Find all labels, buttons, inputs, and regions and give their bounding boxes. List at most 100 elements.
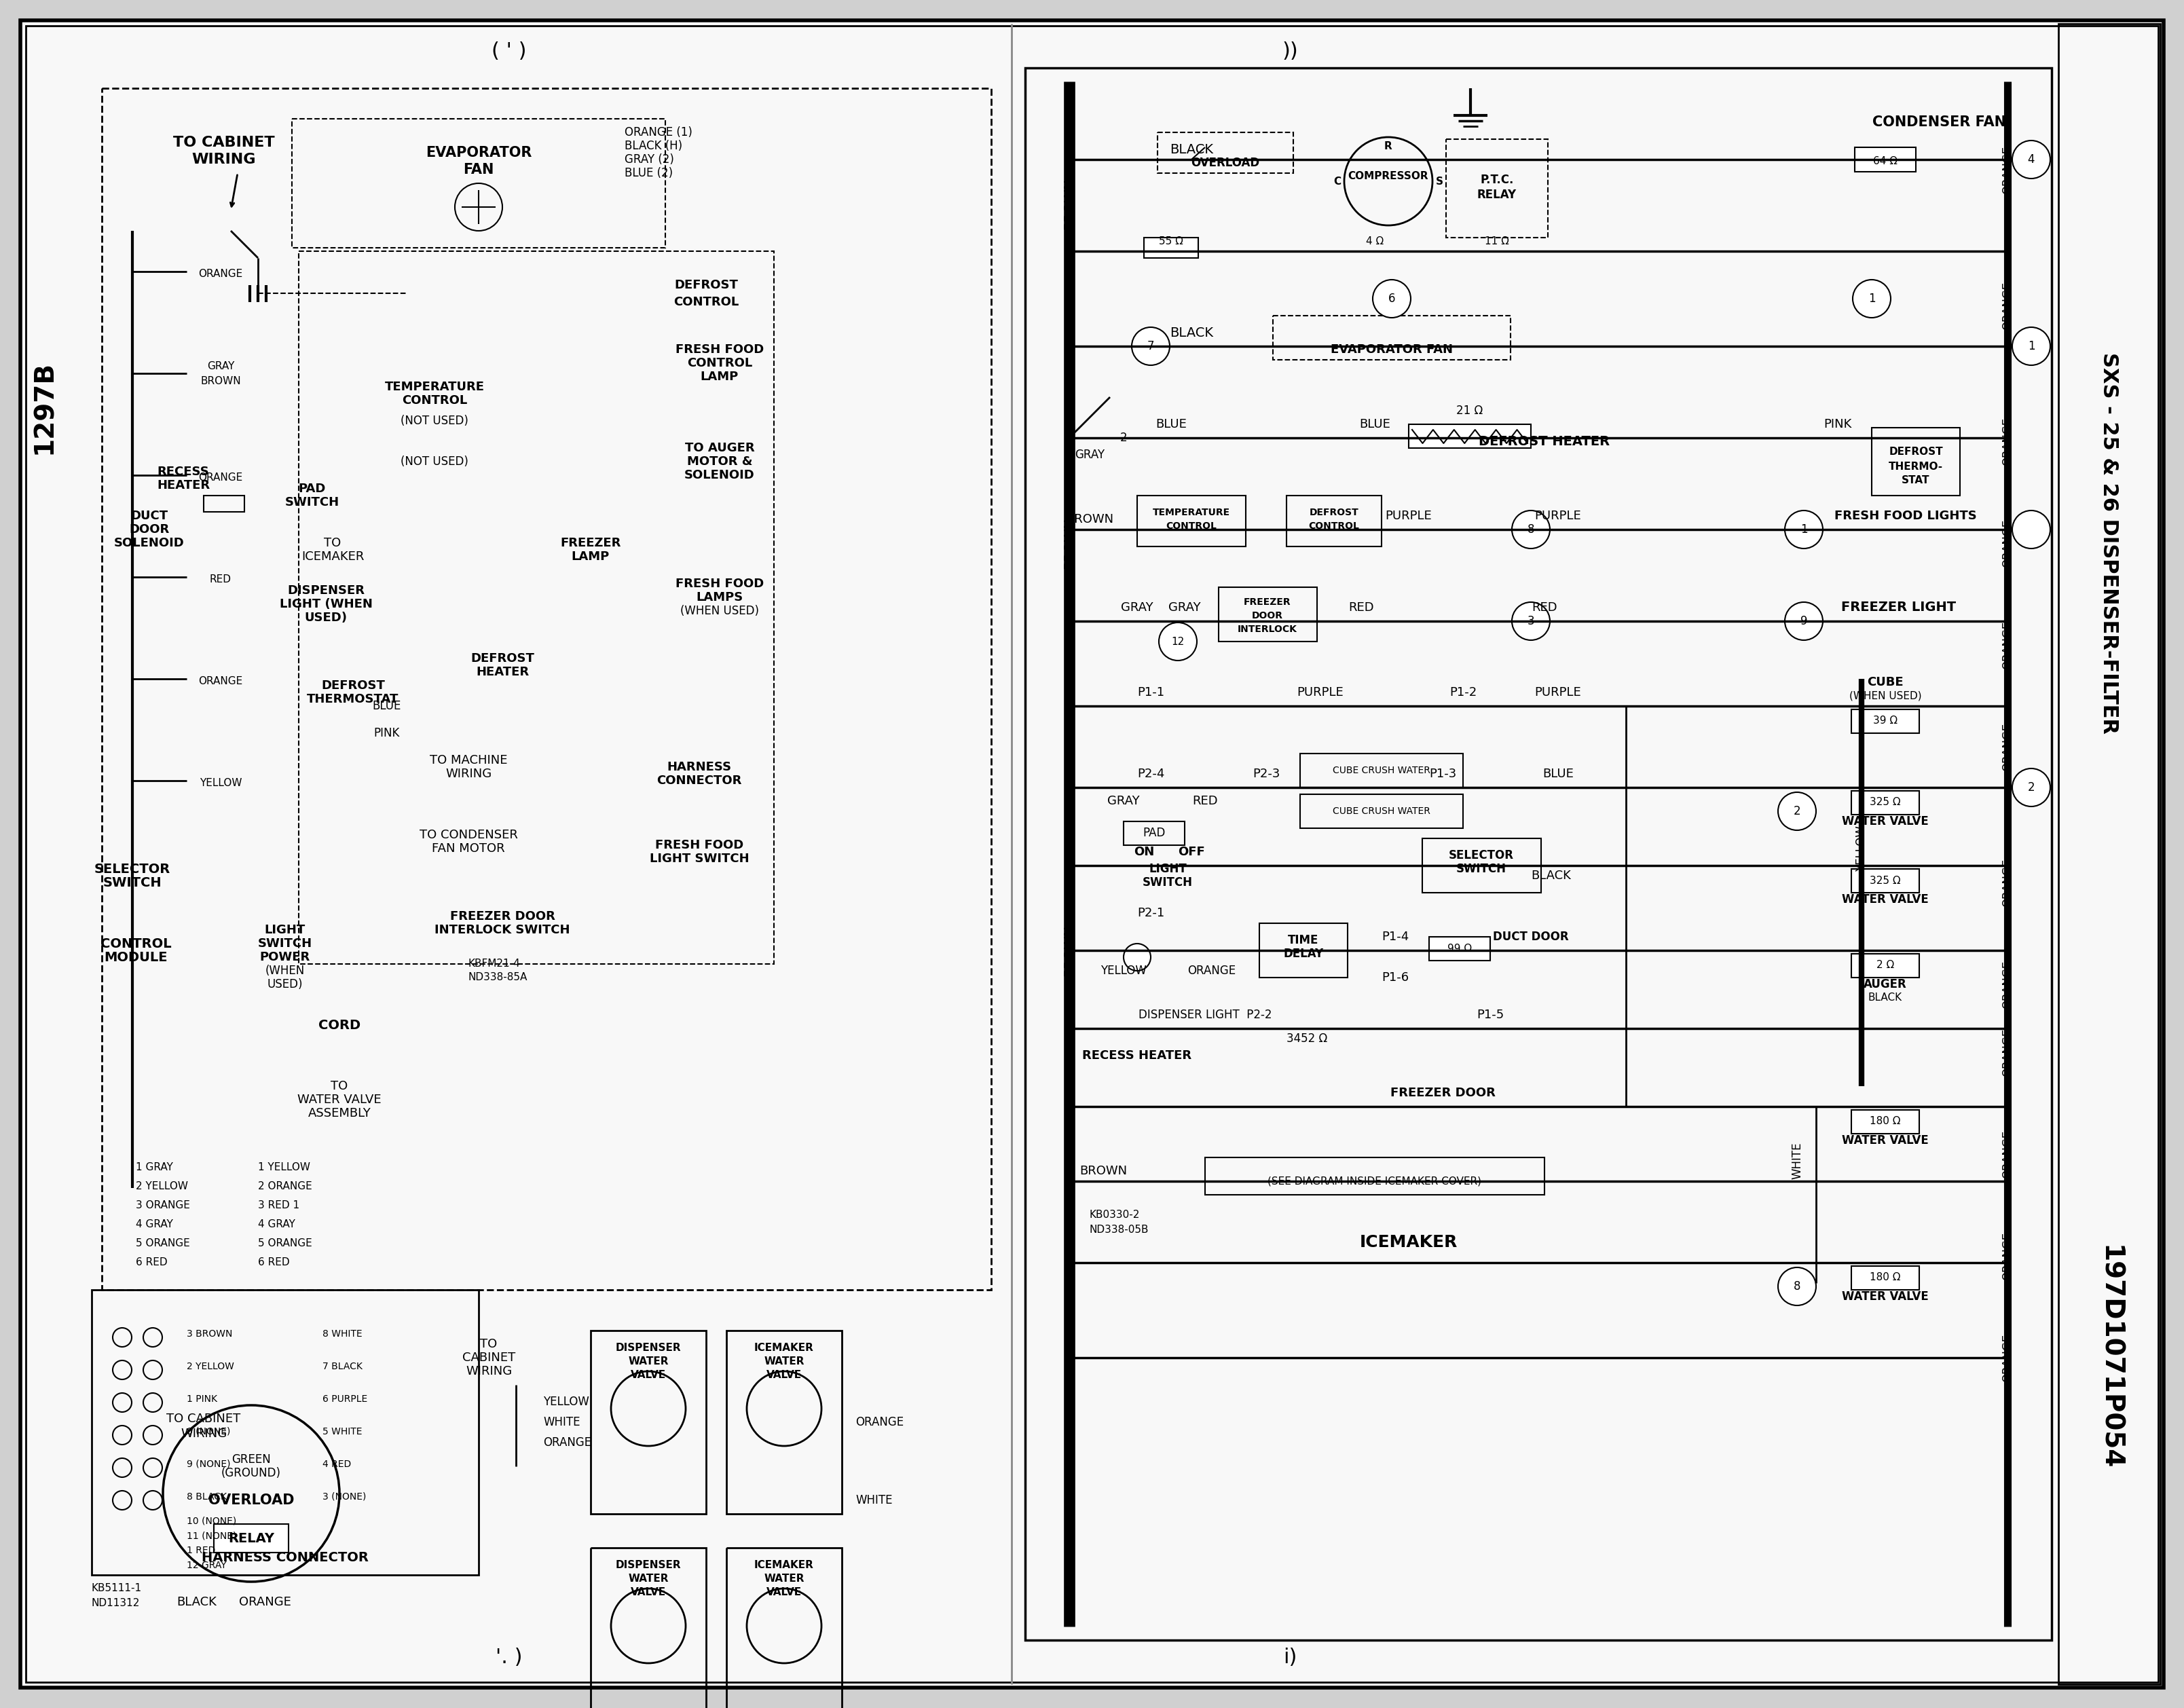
Text: WHITE: WHITE [1791, 1143, 1804, 1179]
Text: ORANGE: ORANGE [2001, 145, 2014, 193]
Text: YELLOW: YELLOW [1101, 965, 1147, 977]
Text: WIRING: WIRING [465, 1365, 511, 1377]
Text: INTERLOCK SWITCH: INTERLOCK SWITCH [435, 924, 570, 936]
Bar [1854, 147, 1915, 173]
Text: (NOT USED): (NOT USED) [400, 456, 467, 468]
Text: 4: 4 [2027, 154, 2035, 166]
Text: (SEE DIAGRAM INSIDE ICEMAKER COVER): (SEE DIAGRAM INSIDE ICEMAKER COVER) [1269, 1177, 1481, 1187]
Text: ICEMAKER: ICEMAKER [301, 550, 365, 562]
Text: P2-3: P2-3 [1251, 769, 1280, 781]
Text: BROWN: BROWN [1066, 512, 1114, 526]
Text: POWER: POWER [260, 951, 310, 963]
Text: P1-3: P1-3 [1428, 769, 1457, 781]
Text: DUCT: DUCT [131, 509, 168, 523]
Circle shape [1784, 511, 1824, 548]
Text: R: R [1385, 140, 1393, 150]
Text: 2 ORANGE: 2 ORANGE [258, 1182, 312, 1192]
Text: BROWN: BROWN [1079, 1165, 1127, 1177]
Text: DEFROST: DEFROST [675, 278, 738, 292]
Circle shape [1784, 603, 1824, 640]
Text: 21 Ω: 21 Ω [1457, 405, 1483, 417]
Bar [203, 495, 245, 512]
Text: PAD: PAD [299, 483, 325, 495]
Text: WATER: WATER [629, 1356, 668, 1366]
Text: KBFM21-4: KBFM21-4 [467, 958, 520, 968]
Text: ICEMAKER: ICEMAKER [753, 1559, 815, 1570]
Text: 2: 2 [1120, 432, 1127, 444]
Text: DEFROST: DEFROST [470, 652, 535, 664]
Text: 325 Ω: 325 Ω [1870, 798, 1900, 808]
Circle shape [1778, 1267, 1817, 1305]
Text: CABINET: CABINET [463, 1351, 515, 1363]
Bar [590, 1331, 705, 1513]
Bar [1299, 794, 1463, 828]
Text: TEMPERATURE: TEMPERATURE [1153, 507, 1230, 518]
Text: P.T.C.: P.T.C. [1481, 174, 1514, 186]
Bar [1299, 753, 1463, 787]
Text: CUBE CRUSH WATER: CUBE CRUSH WATER [1332, 806, 1431, 816]
Text: P2-1: P2-1 [1138, 907, 1164, 919]
Text: ICEMAKER: ICEMAKER [1361, 1235, 1457, 1250]
Text: 2 YELLOW: 2 YELLOW [135, 1182, 188, 1192]
Text: P2-4: P2-4 [1138, 769, 1164, 781]
Bar [103, 89, 992, 1290]
Text: 6 RED: 6 RED [258, 1257, 290, 1267]
Bar [1206, 1158, 1544, 1196]
Text: BROWN: BROWN [1064, 924, 1077, 977]
Text: i): i) [1282, 1647, 1297, 1667]
Bar [1123, 822, 1184, 845]
Text: BLACK (H): BLACK (H) [625, 140, 681, 152]
Text: GRAY: GRAY [1107, 794, 1140, 808]
Text: BLACK: BLACK [1531, 869, 1570, 881]
Text: P1-6: P1-6 [1382, 972, 1409, 984]
Text: SWITCH: SWITCH [1457, 863, 1507, 874]
Text: 1 PINK: 1 PINK [186, 1394, 216, 1404]
Bar [1422, 839, 1542, 893]
Text: GREEN: GREEN [232, 1454, 271, 1465]
Bar [1852, 953, 1920, 977]
Text: CONTROL: CONTROL [1308, 521, 1358, 531]
Text: RED: RED [1531, 601, 1557, 613]
Text: BROWN: BROWN [1064, 178, 1077, 229]
Text: RECESS HEATER: RECESS HEATER [1083, 1049, 1192, 1062]
Circle shape [1511, 511, 1551, 548]
Text: RECESS: RECESS [157, 466, 210, 478]
Text: )): )) [1282, 41, 1297, 61]
Text: FRESH FOOD: FRESH FOOD [675, 577, 764, 589]
Text: DEFROST: DEFROST [1310, 507, 1358, 518]
Text: ND338-85A: ND338-85A [467, 972, 529, 982]
Text: ORANGE (1): ORANGE (1) [625, 126, 692, 138]
Text: DOOR: DOOR [1251, 611, 1284, 620]
Text: ND11312: ND11312 [92, 1599, 140, 1609]
Text: USED): USED) [304, 611, 347, 623]
Text: 3 RED 1: 3 RED 1 [258, 1201, 299, 1211]
Text: DISPENSER: DISPENSER [286, 584, 365, 596]
Text: TIME: TIME [1289, 934, 1319, 946]
Text: CONTROL: CONTROL [402, 395, 467, 407]
Bar [1872, 427, 1959, 495]
Text: (WHEN: (WHEN [266, 965, 306, 977]
Text: CONTROL: CONTROL [100, 938, 170, 950]
Bar [1286, 495, 1382, 547]
Text: VALVE: VALVE [767, 1587, 802, 1597]
Bar [1219, 588, 1317, 642]
Text: 0 (NONE): 0 (NONE) [186, 1426, 229, 1436]
Text: WATER VALVE: WATER VALVE [297, 1093, 382, 1105]
Text: CONTROL: CONTROL [1166, 521, 1216, 531]
Text: ORANGE: ORANGE [2001, 417, 2014, 465]
Text: WATER: WATER [764, 1573, 804, 1583]
Text: TO: TO [480, 1337, 498, 1351]
Text: 8: 8 [1793, 1281, 1800, 1293]
Text: SELECTOR: SELECTOR [1448, 849, 1514, 861]
Text: 11 (NONE): 11 (NONE) [186, 1530, 236, 1541]
Text: LIGHT: LIGHT [1149, 863, 1186, 874]
Bar [2057, 24, 2160, 1684]
Text: SXS - 25 & 26 DISPENSER-FILTER: SXS - 25 & 26 DISPENSER-FILTER [2099, 352, 2118, 734]
Bar [1409, 424, 1531, 447]
Bar [1024, 68, 2051, 1640]
Bar [1446, 138, 1548, 237]
Text: EVAPORATOR FAN: EVAPORATOR FAN [1330, 343, 1452, 355]
Text: GRAY (2): GRAY (2) [625, 154, 675, 166]
Text: FREEZER DOOR: FREEZER DOOR [450, 910, 555, 922]
Circle shape [1374, 280, 1411, 318]
